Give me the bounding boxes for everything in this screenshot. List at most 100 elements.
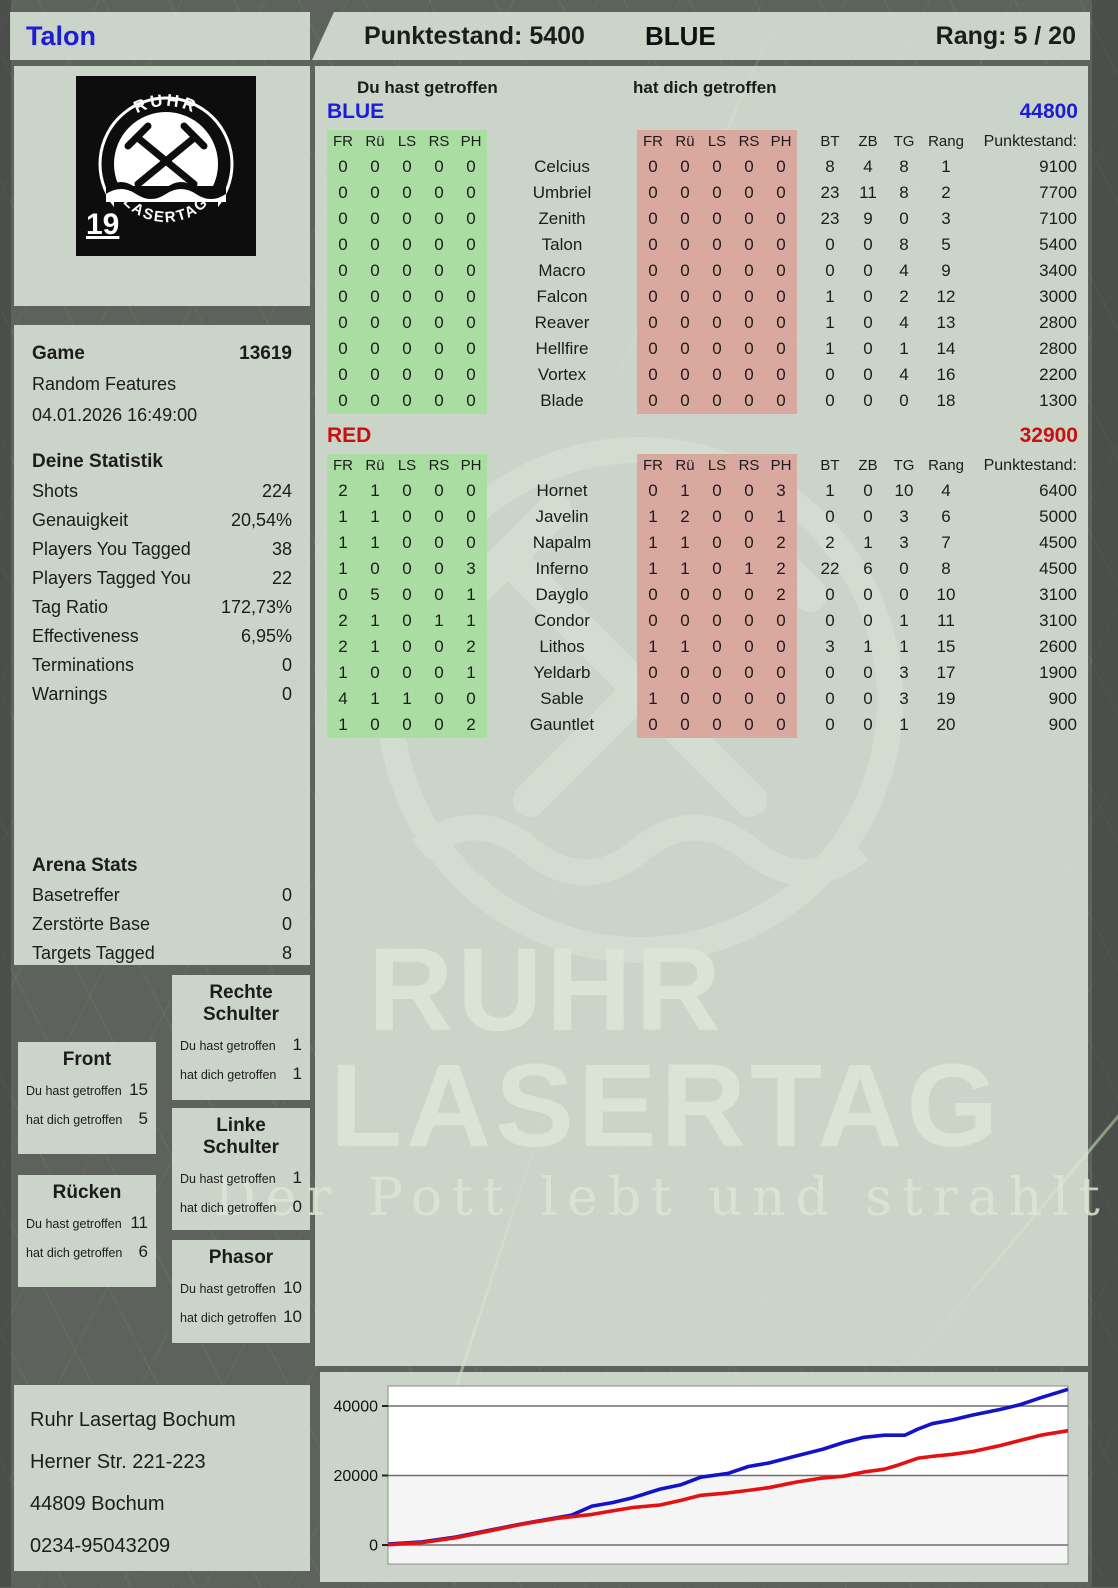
row-spacer [797,556,811,582]
footer-address-line: 44809 Bochum [30,1493,165,1515]
them-hit-cell: 0 [701,180,733,206]
player-name-cell: Lithos [539,637,585,656]
footer-address-line: Ruhr Lasertag Bochum [30,1409,236,1431]
you-hit-cell: 0 [455,154,487,180]
your-stat-row: Players Tagged You 22 [32,564,292,593]
them-hit-cell: 0 [765,336,797,362]
you-hit-cell: 1 [359,634,391,660]
stat-cell: 2 [941,183,951,202]
col-header-you: PH [455,454,487,478]
you-hit-cell: 0 [423,310,455,336]
them-hit-cell: 1 [637,556,669,582]
you-hit-cell: 1 [327,530,359,556]
them-hit-cell: 0 [669,180,701,206]
arena-stat-row-value: 8 [281,943,292,963]
stat-cell: 1 [825,481,835,500]
arena-stat-row-label: Zerstörte Base [32,914,151,934]
stat-cell: 1 [899,339,909,358]
you-hit-cell: 0 [391,362,423,388]
stat-cell: 0 [863,715,873,734]
you-hit-cell: 0 [423,478,455,504]
you-hit-cell: 0 [391,634,423,660]
arena-stat-row-value: 0 [281,885,292,905]
stat-cell: 0 [825,391,835,410]
them-hit-cell: 0 [701,608,733,634]
hit-zone-ruecken: Rücken Du hast getroffen 11 hat dich getrof… [18,1175,156,1287]
them-hit-cell: 0 [701,582,733,608]
hit-zone-them-row: hat dich getroffen 6 [26,1242,148,1262]
them-hit-cell: 0 [637,712,669,738]
stat-cell: 0 [863,287,873,306]
team-name: BLUE [327,100,385,123]
you-hit-cell: 0 [359,556,391,582]
player-name-cell: Javelin [535,507,589,526]
them-hit-cell: 1 [669,556,701,582]
arena-stat-row-value: 0 [281,914,292,934]
stat-cell: 1 [941,157,951,176]
you-hit-cell: 0 [455,478,487,504]
them-hit-cell: 0 [669,660,701,686]
your-stat-row: Shots 224 [32,477,292,506]
row-spacer [797,478,811,504]
col-header-them: FR [637,454,669,478]
col-header-player [487,130,637,154]
stat-cell: 0 [863,663,873,682]
you-hit-cell: 0 [359,284,391,310]
header-rank: Rang: 5 / 20 [936,22,1076,51]
them-hit-cell: 0 [733,180,765,206]
hit-zone-title: Phasor [208,1247,274,1268]
row-spacer [797,284,811,310]
stat-cell: 4 [899,313,909,332]
your-stat-row-label: Shots [32,481,79,501]
col-header-them: Rü [669,454,701,478]
col-header-them: PH [765,130,797,154]
them-hit-cell: 0 [765,232,797,258]
them-hit-cell: 0 [701,530,733,556]
you-hit-cell: 1 [455,608,487,634]
game-label: Game [32,343,85,364]
you-hit-cell: 3 [455,556,487,582]
col-header-stat: ZB [858,457,878,474]
them-hit-cell: 0 [733,504,765,530]
them-hit-column-label: hat dich getroffen [633,78,777,97]
col-header-them: RS [733,130,765,154]
your-stat-row-label: Tag Ratio [32,597,109,617]
team-header-blue: BLUE 44800 [315,100,1088,130]
them-hit-cell: 0 [637,660,669,686]
hit-zone-title: Front [62,1049,112,1070]
you-hit-cell: 0 [391,180,423,206]
them-hit-cell: 0 [669,388,701,414]
them-hit-cell: 0 [765,660,797,686]
them-hit-cell: 0 [765,180,797,206]
stat-cell: 2800 [1039,339,1077,358]
your-stat-row-label: Terminations [32,655,135,675]
your-stat-row: Genauigkeit 20,54% [32,506,292,535]
them-hit-cell: 0 [701,478,733,504]
them-hit-cell: 0 [733,634,765,660]
your-stat-row-label: Players You Tagged [32,539,191,559]
arena-stats-list: Basetreffer 0 Zerstörte Base 0 Targets Tagge… [32,881,292,968]
you-hit-cell: 0 [359,180,391,206]
them-hit-cell: 0 [669,284,701,310]
them-hit-value: 1 [292,1064,302,1083]
them-hit-cell: 1 [637,504,669,530]
stat-cell: 1900 [1039,663,1077,682]
stat-cell: 0 [863,339,873,358]
you-hit-cell: 0 [391,660,423,686]
right-border-strip [1092,0,1118,1587]
row-spacer [797,310,811,336]
game-datetime: 04.01.2026 16:49:00 [32,405,198,425]
stat-cell: 5400 [1039,235,1077,254]
you-hit-value: 1 [292,1035,302,1054]
player-name-cell: Blade [540,391,584,410]
stat-cell: 1 [899,715,909,734]
stats-panel: Game 13619 Random Features 04.01.2026 16… [14,325,310,965]
them-hit-cell: 0 [701,206,733,232]
stat-cell: 8 [899,183,909,202]
you-hit-cell: 0 [391,582,423,608]
stat-cell: 0 [899,559,909,578]
stat-cell: 0 [899,209,909,228]
arena-stat-row-label: Basetreffer [32,885,120,905]
stat-cell: 3 [825,637,835,656]
hit-zone-phasor: Phasor Du hast getroffen 10 hat dich getrof… [172,1240,310,1343]
